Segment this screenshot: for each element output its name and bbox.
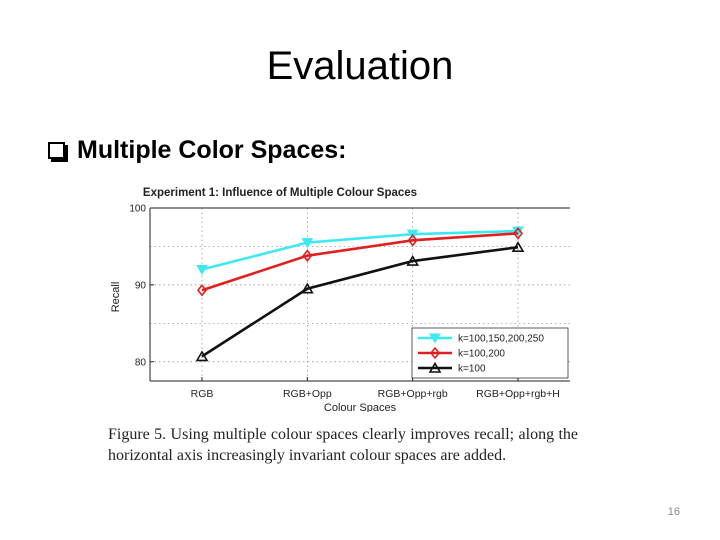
legend-marker [429,346,441,360]
checkbox-bullet-icon [48,141,65,159]
series-lines [195,226,525,362]
data-point [512,227,524,240]
chart-axes [149,207,570,382]
legend-label: k=100,150,200,250 [458,334,544,345]
data-point [406,254,420,266]
x-axis-label: Colour Spaces [324,402,397,412]
legend-marker [429,333,441,344]
chart-title: Experiment 1: Influence of Multiple Colo… [143,187,417,199]
recall-line-chart: Experiment 1: Influence of Multiple Colo… [110,187,570,412]
legend-label: k=100 [458,364,486,375]
data-point [300,282,314,294]
data-point [196,265,208,275]
legend-label: k=100,200 [458,349,505,360]
x-tick-label: RGB+Opp+rgb [378,388,448,400]
tick-labels: 80 90 100 RGB RGB+Opp RGB+Opp+rgb RGB+Opp+rgb+… [129,204,560,401]
figure-caption: Figure 5. Using multiple colour spaces c… [108,426,578,464]
bullet-text: Multiple Color Spaces: [77,136,347,164]
data-point [196,283,208,297]
bullet-item: Multiple Color Spaces: [48,132,346,168]
y-tick-label: 90 [135,280,147,291]
series-line-1 [201,232,519,292]
data-point [511,241,525,253]
slide-title: Evaluation [266,44,454,88]
y-axis-label: Recall [110,282,122,313]
chart-legend: k=100,150,200,250 k=100,200 k=100 [411,327,569,379]
y-tick-label: 80 [135,357,147,368]
legend-marker [428,361,442,373]
x-tick-label: RGB [191,388,214,400]
series-line-2 [201,245,519,358]
data-point [195,350,209,362]
data-point [301,238,314,249]
page-number: 16 [667,506,680,518]
y-tick-label: 100 [129,204,146,215]
data-point [302,249,313,262]
series-line-0 [201,229,519,271]
x-tick-label: RGB+Opp+rgb+H [476,388,560,400]
x-tick-label: RGB+Opp [283,388,332,400]
data-point [407,234,418,247]
